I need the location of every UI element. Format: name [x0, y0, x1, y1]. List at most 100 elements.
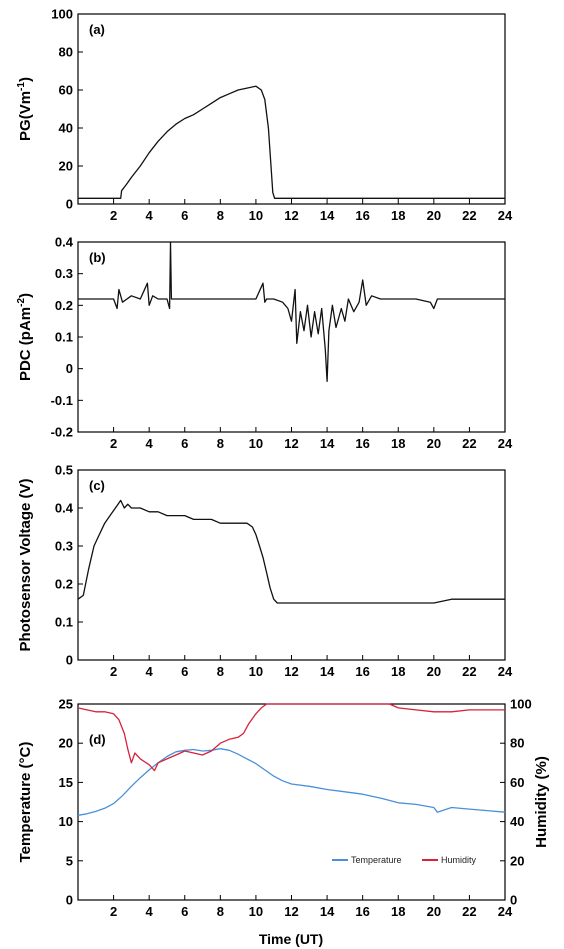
xtick-label: 8	[217, 664, 224, 679]
xtick-label: 10	[249, 664, 263, 679]
ytick-label: 20	[59, 736, 73, 751]
xtick-label: 14	[320, 208, 335, 223]
ytick-label: 0	[66, 893, 73, 908]
xtick-label: 2	[110, 436, 117, 451]
panel-c-label: (c)	[89, 478, 105, 493]
ytick-right-label: 20	[510, 853, 524, 868]
ytick-label: 0.3	[55, 266, 73, 281]
panel-b-label: (b)	[89, 250, 106, 265]
xtick-label: 22	[462, 436, 476, 451]
xtick-label: 2	[110, 904, 117, 919]
xtick-label: 18	[391, 904, 405, 919]
panel-c-series-line	[77, 499, 505, 604]
ytick-right-label: 0	[510, 893, 517, 908]
series-humidity-line	[77, 703, 505, 772]
xtick-label: 18	[391, 208, 405, 223]
legend: Temperature Humidity	[332, 855, 477, 865]
panel-b-plot: -0.2-0.100.10.20.30.42 4 6 8 10 12 14 16 18 20 22 2…	[51, 235, 513, 452]
xtick-label: 4	[146, 208, 154, 223]
xtick-label: 24	[498, 208, 513, 223]
ytick-label: 100	[51, 7, 73, 22]
panel-a-series-line	[78, 85, 505, 199]
xtick-label: 12	[284, 904, 298, 919]
xtick-label: 2	[110, 664, 117, 679]
ytick-label: 15	[59, 775, 73, 790]
xtick-label: 20	[427, 664, 441, 679]
xtick-label: 6	[181, 208, 188, 223]
xtick-label: 8	[217, 436, 224, 451]
xtick-label: 10	[249, 208, 263, 223]
ytick-label: 40	[59, 121, 73, 136]
ytick-label: 0.4	[55, 501, 74, 516]
ytick-label: 0.1	[55, 615, 73, 630]
panel-a-label: (a)	[89, 22, 105, 37]
xtick-label: 6	[181, 664, 188, 679]
ytick-label: 0.2	[55, 298, 73, 313]
ytick-label: 0.3	[55, 539, 73, 554]
xtick-label: 6	[181, 436, 188, 451]
xtick-label: 18	[391, 664, 405, 679]
ytick-label: 0	[66, 653, 73, 668]
ytick-label: -0.1	[51, 393, 73, 408]
legend-temperature-label: Temperature	[351, 855, 402, 865]
xtick-label: 10	[249, 904, 263, 919]
xtick-label: 22	[462, 904, 476, 919]
panel-d-ylabel: Temperature (°C)	[17, 742, 34, 863]
xtick-label: 24	[498, 664, 513, 679]
series-temperature-line	[77, 748, 506, 816]
xtick-label: 14	[320, 664, 335, 679]
panel-d: (d) Temperature (°C) Humidity (%) Time (…	[17, 697, 550, 948]
xtick-label: 16	[355, 904, 369, 919]
xtick-label: 16	[355, 664, 369, 679]
xtick-label: 22	[462, 664, 476, 679]
ytick-label: 20	[59, 159, 73, 174]
ytick-label: 5	[66, 853, 73, 868]
panel-c-frame	[77, 469, 506, 661]
legend-humidity-label: Humidity	[441, 855, 477, 865]
ytick-label: 0	[66, 361, 73, 376]
xtick-label: 8	[217, 208, 224, 223]
panel-b-ylabel: PDC (pAm-2)	[16, 293, 34, 381]
panel-d-ylabel-right: Humidity (%)	[533, 756, 550, 848]
xtick-label: 24	[498, 436, 513, 451]
panel-a-frame	[77, 13, 506, 205]
panel-c-ylabel: Photosensor Voltage (V)	[17, 478, 34, 651]
xtick-label: 16	[355, 208, 369, 223]
panel-b: (b) PDC (pAm-2) -0.2-0.100.10.20.30.42 4 6…	[16, 235, 513, 452]
panel-a-ylabel: PG(Vm-1)	[16, 77, 34, 141]
xtick-label: 18	[391, 436, 405, 451]
xtick-label: 22	[462, 208, 476, 223]
ytick-label: 25	[59, 697, 73, 712]
ytick-label: 0.2	[55, 577, 73, 592]
xtick-label: 16	[355, 436, 369, 451]
panel-b-frame	[77, 241, 506, 433]
ytick-label: 0.5	[55, 463, 73, 478]
panel-d-xlabel: Time (UT)	[259, 931, 323, 947]
ytick-right-label: 60	[510, 775, 524, 790]
ytick-label: 0.4	[55, 235, 74, 250]
ytick-label: 0.1	[55, 330, 73, 345]
panel-d-frame	[77, 703, 506, 901]
xtick-label: 14	[320, 904, 335, 919]
panel-d-label: (d)	[89, 732, 106, 747]
xtick-label: 12	[284, 208, 298, 223]
ytick-right-label: 40	[510, 814, 524, 829]
xtick-label: 20	[427, 436, 441, 451]
ytick-label: 60	[59, 83, 73, 98]
xtick-label: 10	[249, 436, 263, 451]
xtick-label: 12	[284, 436, 298, 451]
xtick-label: 20	[427, 904, 441, 919]
ytick-label: 80	[59, 45, 73, 60]
xtick-label: 8	[217, 904, 224, 919]
xtick-label: 2	[110, 208, 117, 223]
xtick-label: 20	[427, 208, 441, 223]
ytick-right-label: 100	[510, 697, 532, 712]
xtick-label: 14	[320, 436, 335, 451]
ytick-label: -0.2	[51, 425, 73, 440]
xtick-label: 4	[146, 436, 154, 451]
xtick-label: 4	[146, 904, 154, 919]
xtick-label: 6	[181, 904, 188, 919]
